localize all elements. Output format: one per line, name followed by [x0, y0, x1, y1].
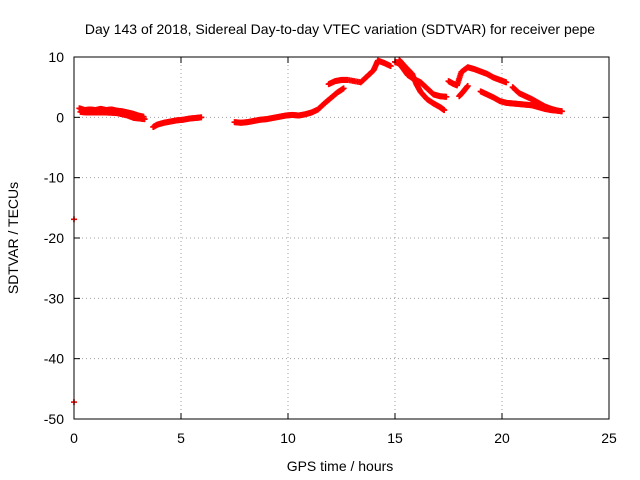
- data-point: [441, 107, 448, 114]
- grid-lines: [74, 57, 609, 419]
- y-tick-label: -40: [44, 351, 64, 367]
- y-tick-label: -30: [44, 290, 64, 306]
- x-axis-label: GPS time / hours: [287, 458, 394, 474]
- data-point: [387, 63, 394, 70]
- x-tick-label: 10: [280, 430, 296, 446]
- data-point: [443, 93, 450, 100]
- x-tick-label: 15: [387, 430, 403, 446]
- y-tick-label: -50: [44, 411, 64, 427]
- x-tick-label: 5: [177, 430, 185, 446]
- data-point: [464, 82, 471, 89]
- axis-ticks: 0 5 10 15 20 25 10 0 -10 -20 -30 -40 -50: [44, 49, 617, 446]
- data-point: [141, 116, 148, 123]
- data-point: [340, 85, 347, 92]
- y-tick-label: 10: [48, 49, 64, 65]
- y-tick-label: -10: [44, 170, 64, 186]
- x-tick-label: 20: [494, 430, 510, 446]
- chart-title: Day 143 of 2018, Sidereal Day-to-day VTE…: [85, 21, 595, 37]
- data-points: [71, 57, 565, 406]
- data-point: [554, 107, 561, 114]
- x-tick-label: 25: [601, 430, 617, 446]
- y-tick-label: 0: [56, 109, 64, 125]
- data-point: [503, 79, 510, 86]
- data-point: [198, 114, 205, 121]
- x-tick-label: 0: [70, 430, 78, 446]
- y-axis-label: SDTVAR / TECUs: [5, 182, 21, 294]
- y-tick-label: -20: [44, 230, 64, 246]
